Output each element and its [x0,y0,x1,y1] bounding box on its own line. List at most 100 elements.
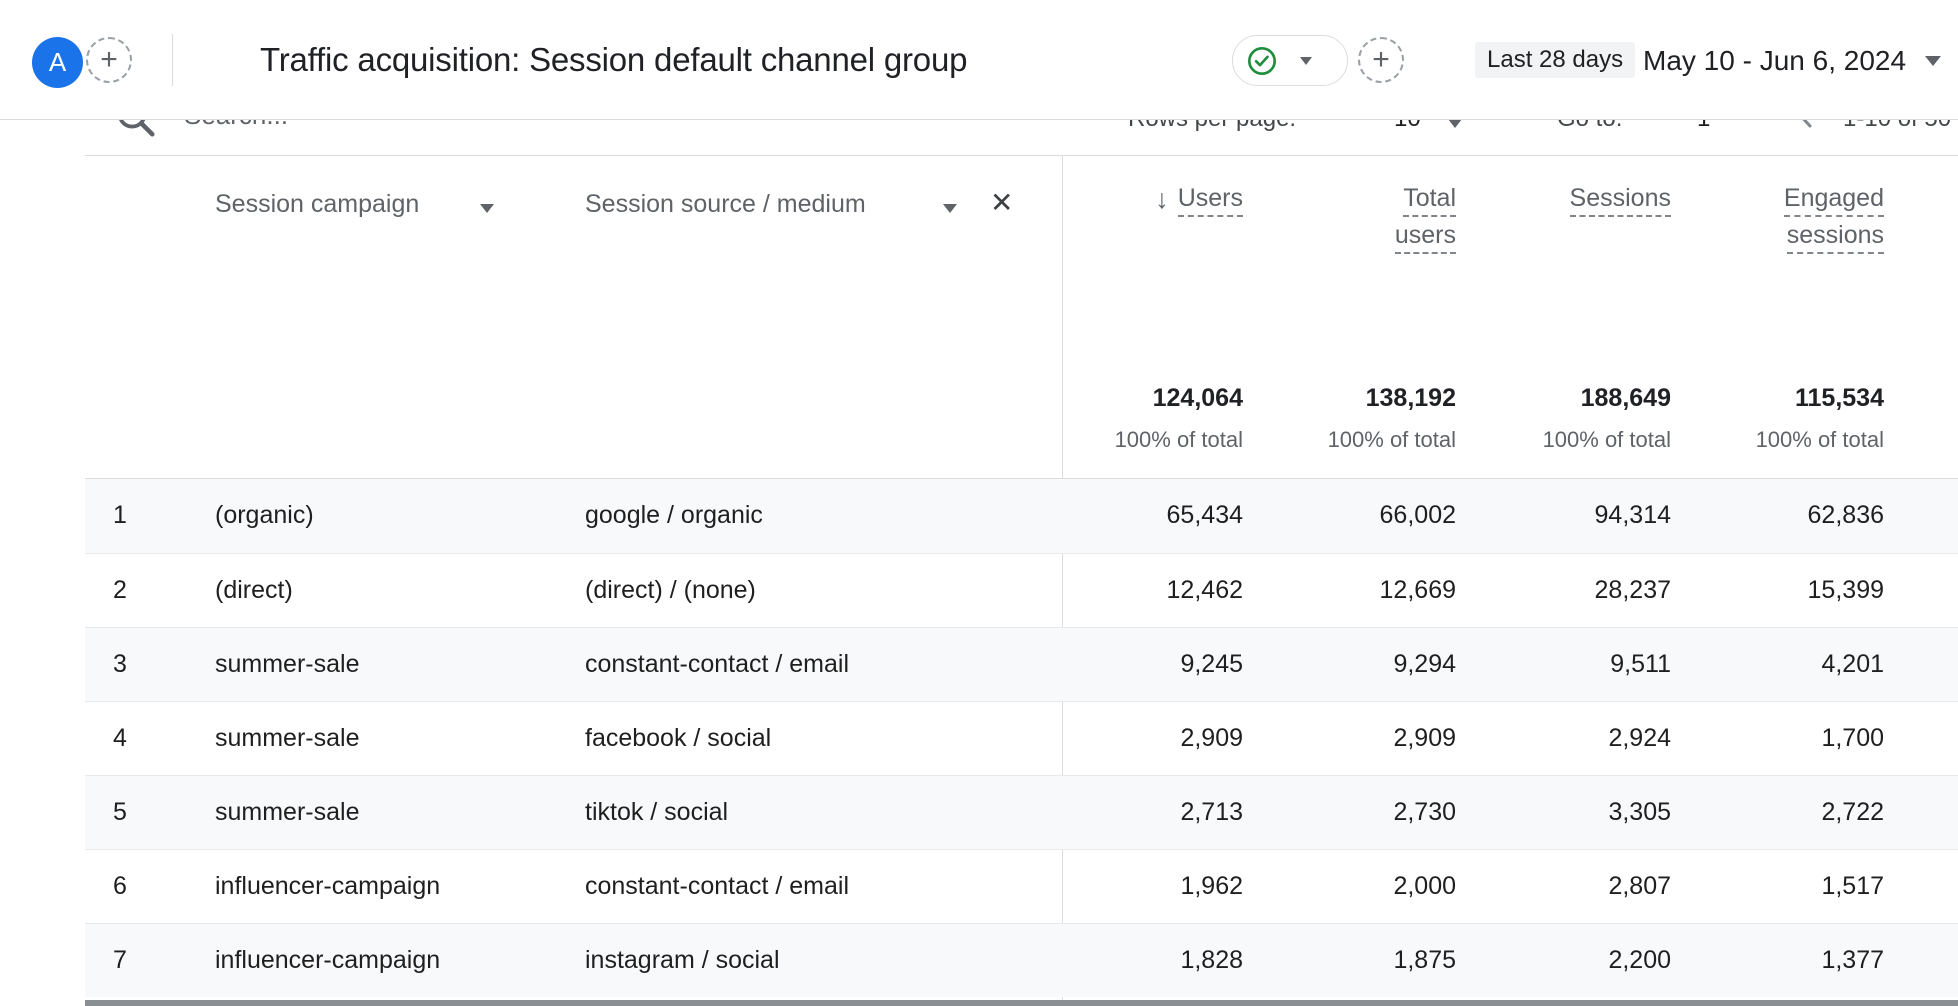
cell-session-source-medium: facebook / social [585,702,771,775]
cell-users: 9,245 [1062,628,1243,701]
cell-users: 12,462 [1062,554,1243,627]
table-body: 1 (organic) google / organic 65,434 66,0… [85,478,1958,997]
table-row[interactable]: 1 (organic) google / organic 65,434 66,0… [85,479,1958,553]
column-header-sessions[interactable]: Sessions [1456,183,1671,257]
cell-engaged-sessions: 15,399 [1671,554,1884,627]
cell-sessions: 28,237 [1456,554,1671,627]
app-header: A + Traffic acquisition: Session default… [0,0,1958,120]
table-row[interactable]: 2 (direct) (direct) / (none) 12,462 12,6… [85,553,1958,627]
session-source-medium-caret-icon[interactable] [943,204,957,213]
cell-total-users: 2,000 [1243,850,1456,923]
cell-users: 1,962 [1062,850,1243,923]
plus-icon: + [1372,43,1390,77]
cell-sessions: 2,200 [1456,924,1671,997]
plus-icon: + [100,43,118,77]
cell-total-users: 2,730 [1243,776,1456,849]
totals-row: 124,064 100% of total 138,192 100% of to… [1062,384,1958,453]
row-index: 6 [113,850,127,923]
report-status-button[interactable] [1232,35,1348,86]
cell-total-users: 66,002 [1243,479,1456,552]
date-range-value[interactable]: May 10 - Jun 6, 2024 [1643,45,1906,77]
cell-total-users: 2,909 [1243,702,1456,775]
row-index: 4 [113,702,127,775]
check-circle-icon [1246,45,1278,77]
next-row-top-edge [85,1000,1958,1006]
table-row[interactable]: 6 influencer-campaign constant-contact /… [85,849,1958,923]
cell-session-campaign: summer-sale [215,702,359,775]
date-range-preset-chip[interactable]: Last 28 days [1475,42,1635,78]
table-row[interactable]: 4 summer-sale facebook / social 2,909 2,… [85,701,1958,775]
column-header-session-source-medium[interactable]: Session source / medium [585,190,866,219]
total-engaged-sessions-share: 100% of total [1671,427,1884,453]
total-sessions-value: 188,649 [1456,384,1671,412]
column-header-users[interactable]: ↓ Users [1062,183,1243,257]
cell-engaged-sessions: 1,377 [1671,924,1884,997]
rows-per-page-caret-icon[interactable] [1448,119,1462,128]
cell-users: 2,909 [1062,702,1243,775]
row-index: 1 [113,479,127,552]
session-campaign-caret-icon[interactable] [480,204,494,213]
row-index: 5 [113,776,127,849]
cell-engaged-sessions: 2,722 [1671,776,1884,849]
total-total-users-share: 100% of total [1243,427,1456,453]
metric-header-row: ↓ Users Total users Sessions Engaged sess… [1062,183,1958,257]
cell-sessions: 2,807 [1456,850,1671,923]
column-header-total-users[interactable]: Total users [1243,183,1456,257]
cell-session-source-medium: constant-contact / email [585,850,849,923]
cell-engaged-sessions: 62,836 [1671,479,1884,552]
cell-session-campaign: influencer-campaign [215,850,440,923]
cell-users: 2,713 [1062,776,1243,849]
sort-descending-icon[interactable]: ↓ [1155,183,1169,215]
cell-session-campaign: influencer-campaign [215,924,440,997]
cell-session-source-medium: (direct) / (none) [585,554,756,627]
table-row[interactable]: 5 summer-sale tiktok / social 2,713 2,73… [85,775,1958,849]
total-engaged-sessions-value: 115,534 [1671,384,1884,412]
table-row[interactable]: 7 influencer-campaign instagram / social… [85,923,1958,997]
cell-session-source-medium: constant-contact / email [585,628,849,701]
cell-total-users: 9,294 [1243,628,1456,701]
cell-session-campaign: (organic) [215,479,314,552]
cell-session-campaign: summer-sale [215,776,359,849]
sessions-header-label[interactable]: Sessions [1570,183,1671,217]
total-users-header-line1[interactable]: Total [1403,183,1456,217]
total-users-value: 124,064 [1062,384,1243,412]
header-divider [172,34,173,86]
remove-dimension-icon[interactable]: ✕ [990,188,1013,218]
row-index: 7 [113,924,127,997]
cell-sessions: 3,305 [1456,776,1671,849]
column-header-engaged-sessions[interactable]: Engaged sessions [1671,183,1884,257]
add-report-item-button[interactable]: + [1358,37,1404,83]
cell-total-users: 1,875 [1243,924,1456,997]
cell-engaged-sessions: 4,201 [1671,628,1884,701]
users-header-label[interactable]: Users [1178,183,1243,217]
add-comparison-button[interactable]: + [86,37,132,83]
cell-session-source-medium: google / organic [585,479,763,552]
cell-users: 1,828 [1062,924,1243,997]
engaged-sessions-header-line1[interactable]: Engaged [1784,183,1884,217]
column-header-session-campaign[interactable]: Session campaign [215,190,419,219]
cell-session-campaign: summer-sale [215,628,359,701]
cell-session-source-medium: instagram / social [585,924,780,997]
total-total-users-value: 138,192 [1243,384,1456,412]
engaged-sessions-header-line2[interactable]: sessions [1787,220,1884,254]
cell-engaged-sessions: 1,700 [1671,702,1884,775]
table-row[interactable]: 3 summer-sale constant-contact / email 9… [85,627,1958,701]
cell-sessions: 9,511 [1456,628,1671,701]
cell-sessions: 2,924 [1456,702,1671,775]
cell-session-source-medium: tiktok / social [585,776,728,849]
cell-sessions: 94,314 [1456,479,1671,552]
cell-session-campaign: (direct) [215,554,293,627]
total-users-share: 100% of total [1062,427,1243,453]
total-users-header-line2[interactable]: users [1395,220,1456,254]
status-caret-icon [1300,57,1312,65]
ga4-traffic-acquisition-report: Search... Rows per page: 10 Go to: 1 1-1… [0,0,1958,1006]
cell-total-users: 12,669 [1243,554,1456,627]
row-index: 2 [113,554,127,627]
cell-users: 65,434 [1062,479,1243,552]
avatar[interactable]: A [32,37,83,88]
total-sessions-share: 100% of total [1456,427,1671,453]
row-index: 3 [113,628,127,701]
page-title: Traffic acquisition: Session default cha… [260,41,967,79]
date-range-caret-icon[interactable] [1925,56,1941,66]
cell-engaged-sessions: 1,517 [1671,850,1884,923]
